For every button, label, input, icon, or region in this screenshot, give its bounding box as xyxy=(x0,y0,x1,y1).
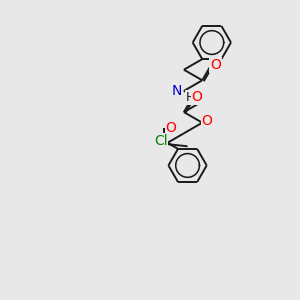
Text: O: O xyxy=(192,90,203,104)
Text: H: H xyxy=(186,91,195,104)
Text: Cl: Cl xyxy=(154,134,167,148)
Text: O: O xyxy=(165,121,176,135)
Text: O: O xyxy=(201,114,212,128)
Text: N: N xyxy=(172,84,182,98)
Text: O: O xyxy=(210,58,221,72)
